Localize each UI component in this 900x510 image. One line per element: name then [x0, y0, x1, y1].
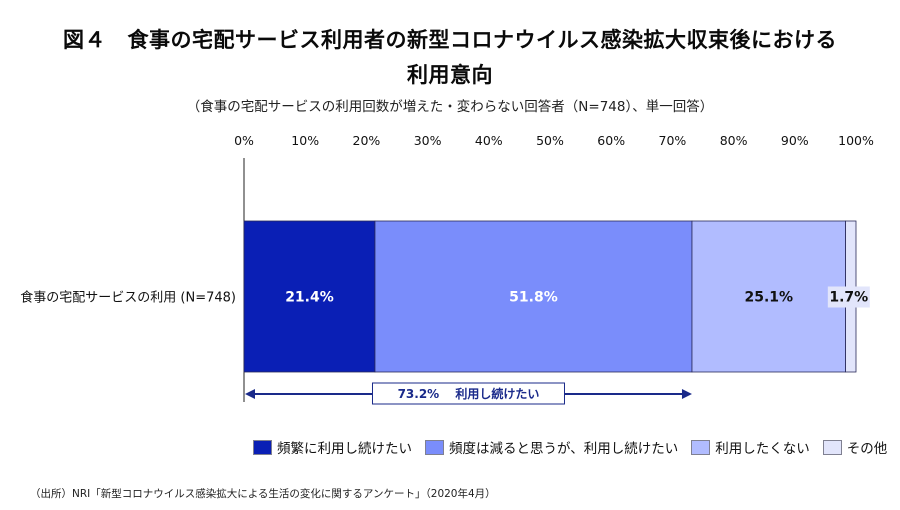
data-label-bg	[827, 286, 870, 308]
annotation-arrow-head-left	[245, 389, 255, 399]
source-note: （出所）NRI「新型コロナウイルス感染拡大による生活の変化に関するアンケート」（…	[30, 488, 496, 500]
x-tick-label: 90%	[781, 133, 809, 148]
legend-swatch	[691, 439, 711, 455]
legend-item: 利用したくない	[691, 437, 810, 457]
data-label: 25.1%	[745, 290, 794, 306]
legend-swatch	[822, 439, 842, 455]
chart-title-line1: 図４ 食事の宅配サービス利用者の新型コロナウイルス感染拡大収束後における	[63, 28, 837, 52]
bar-segment	[691, 220, 846, 373]
x-tick-label: 20%	[353, 133, 381, 148]
x-tick-label: 80%	[720, 133, 748, 148]
data-label: 21.4%	[285, 290, 334, 306]
legend: 頻繁に利用し続けたい 頻度は減ると思うが、利用し続けたい 利用したくない その他	[253, 437, 887, 457]
legend-label: その他	[846, 441, 888, 457]
annotation-label: 73.2% 利用し続けたい	[398, 386, 540, 401]
annotation-arrow-head-right	[681, 389, 692, 399]
legend-item: その他	[822, 437, 888, 457]
data-label: 1.7%	[829, 290, 868, 306]
chart-title-line2: 利用意向	[407, 63, 493, 87]
legend-label: 利用したくない	[715, 441, 810, 457]
x-tick-label: 50%	[536, 133, 564, 148]
bar-segment	[374, 220, 693, 373]
x-tick-label: 0%	[234, 133, 254, 148]
legend-swatch	[253, 439, 272, 455]
x-tick-label: 70%	[659, 133, 687, 148]
x-tick-label: 60%	[597, 133, 625, 148]
x-tick-label: 10%	[291, 133, 319, 148]
legend-item: 頻度は減ると思うが、利用し続けたい	[425, 437, 678, 457]
legend-label: 頻繁に利用し続けたい	[277, 441, 412, 457]
chart-subtitle: （食事の宅配サービスの利用回数が増えた・変わらない回答者（N=748）、単一回答…	[186, 99, 714, 115]
legend-item: 頻繁に利用し続けたい	[253, 437, 412, 457]
bar-segment	[243, 220, 376, 373]
stacked-bar-chart: 0% 10% 20% 30% 40% 50% 60% 70% 80% 90% 100% 食事の宅配サー…	[20, 133, 874, 405]
x-tick-label: 40%	[475, 133, 503, 148]
legend-label: 頻度は減ると思うが、利用し続けたい	[449, 441, 679, 457]
x-tick-label: 30%	[414, 133, 442, 148]
annotation-box	[371, 382, 565, 405]
x-tick-label: 100%	[838, 133, 874, 148]
legend-swatch	[425, 439, 444, 455]
data-label: 51.8%	[509, 290, 558, 306]
category-label: 食事の宅配サービスの利用 (N=748)	[20, 290, 236, 306]
